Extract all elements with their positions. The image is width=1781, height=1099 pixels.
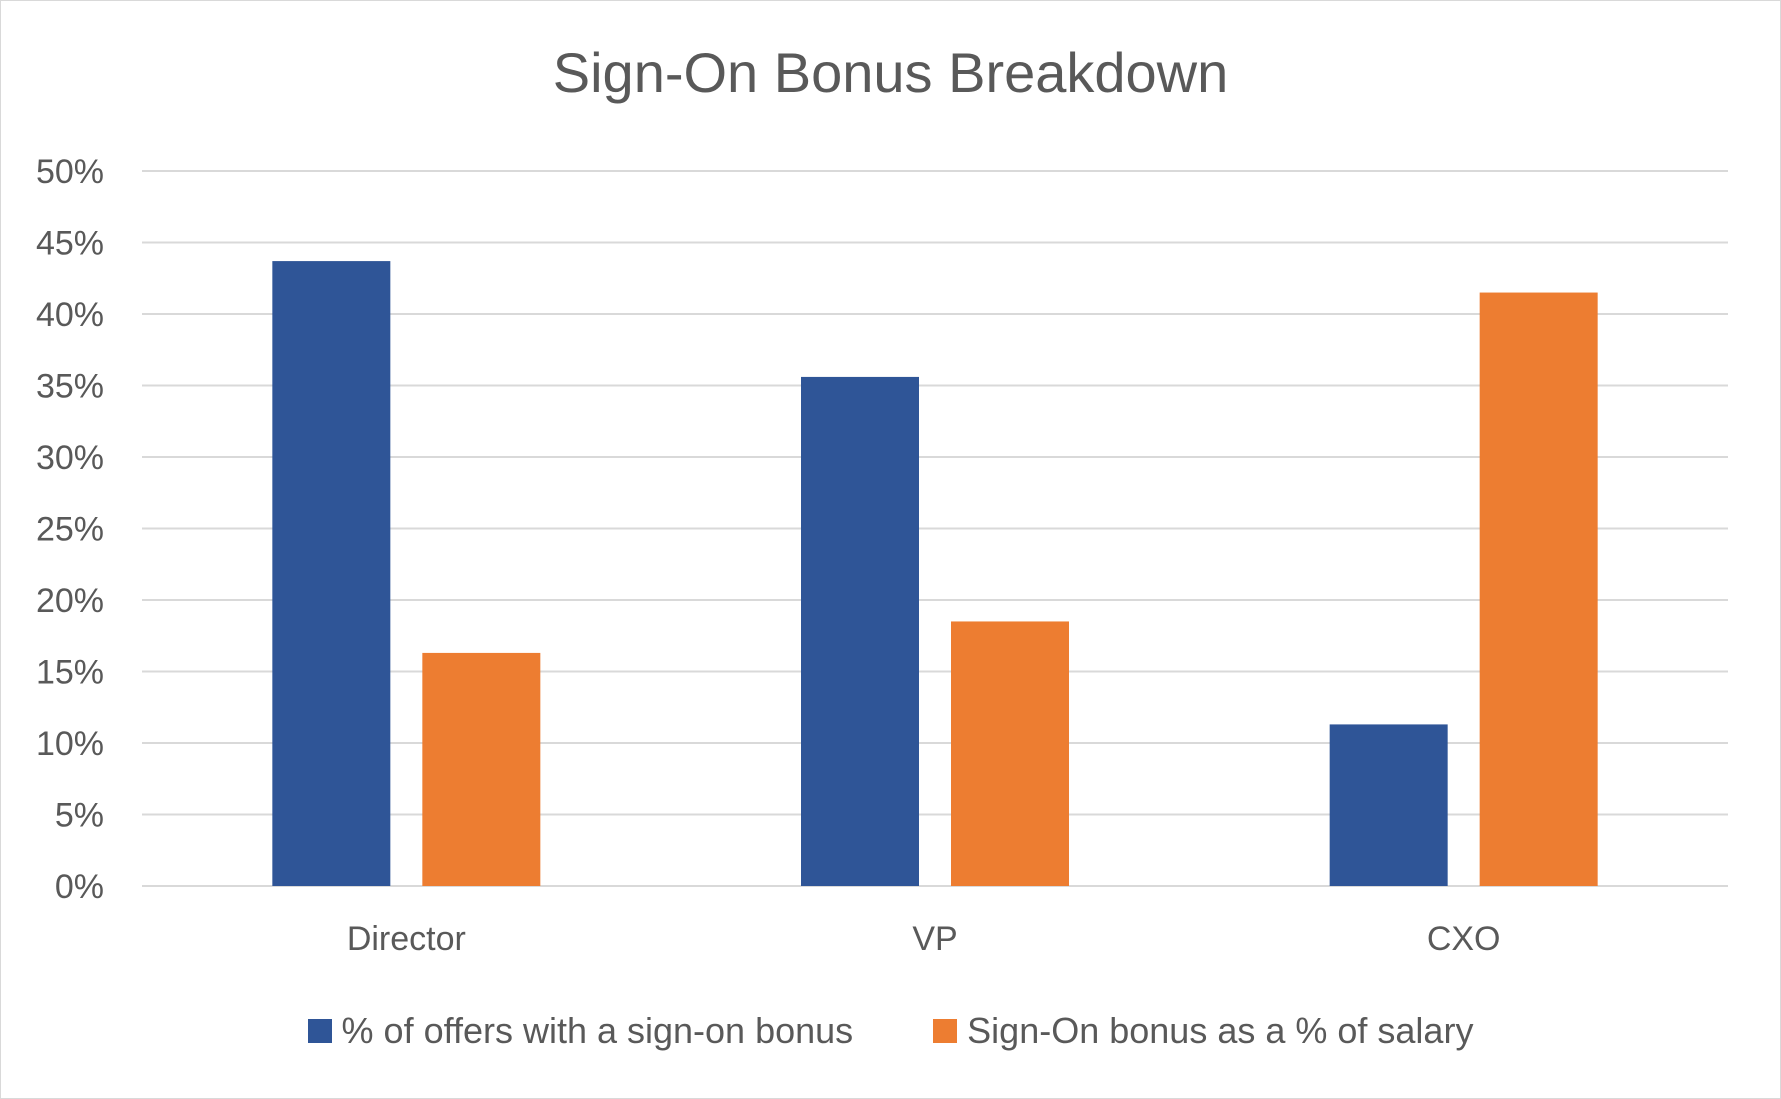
legend-item-salary: Sign-On bonus as a % of salary	[933, 1010, 1473, 1052]
legend: % of offers with a sign-on bonus Sign-On…	[0, 1010, 1781, 1052]
y-tick-label: 10%	[36, 725, 104, 763]
x-tick-label: VP	[912, 920, 957, 958]
chart-title: Sign-On Bonus Breakdown	[552, 41, 1229, 104]
bar-vp-series-1	[951, 621, 1069, 886]
bar-director-series-0	[272, 261, 391, 887]
y-tick-label: 25%	[36, 511, 104, 549]
legend-item-offers: % of offers with a sign-on bonus	[307, 1010, 854, 1052]
y-tick-label: 30%	[36, 439, 104, 477]
x-tick-label: CXO	[1427, 920, 1501, 958]
bar-vp-series-0	[801, 376, 919, 886]
bar-cxo-series-0	[1329, 724, 1448, 886]
y-tick-label: 35%	[36, 368, 104, 406]
y-tick-label: 15%	[36, 654, 104, 692]
y-tick-label: 20%	[36, 582, 104, 620]
x-tick-label: Director	[347, 920, 466, 958]
legend-swatch-offers	[307, 1019, 332, 1043]
legend-label-salary: Sign-On bonus as a % of salary	[967, 1010, 1474, 1051]
y-tick-label: 5%	[55, 797, 104, 835]
legend-label-offers: % of offers with a sign-on bonus	[341, 1010, 854, 1051]
y-tick-label: 0%	[55, 868, 104, 906]
y-tick-label: 50%	[36, 153, 104, 191]
bar-director-series-1	[422, 652, 541, 886]
y-tick-label: 45%	[36, 225, 104, 263]
bar-cxo-series-1	[1479, 292, 1598, 886]
y-tick-label: 40%	[36, 296, 104, 334]
legend-swatch-salary	[933, 1019, 958, 1043]
